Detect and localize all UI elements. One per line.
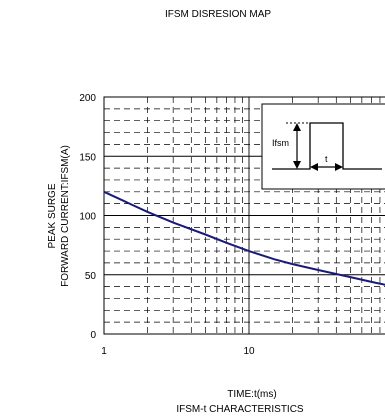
- x-tick-labels: 11010: [101, 346, 255, 357]
- plot-frame: [103, 96, 385, 335]
- y-tick-label: 100: [79, 212, 96, 223]
- t-arrow-right-icon: [335, 163, 343, 171]
- y-axis-label-line1: PEAK SURGE: [47, 183, 58, 248]
- inset-ifsm-label: Ifsm: [272, 138, 289, 148]
- chart-title: IFSM DISRESION MAP: [165, 9, 271, 20]
- y-tick-labels: 0 50 100 150 200: [79, 93, 96, 341]
- pulse-inset: Ifsm t: [261, 103, 385, 190]
- inset-box: [261, 103, 385, 190]
- y-axis-label-line2: FORWARD CURRENT:IFSM(A): [60, 145, 71, 287]
- t-arrow-left-icon: [310, 163, 318, 171]
- inset-t-label: t: [325, 154, 328, 164]
- y-tick-label: 150: [79, 152, 96, 163]
- ifsm-arrow-up-icon: [293, 123, 301, 131]
- y-tick-label: 0: [90, 330, 96, 341]
- y-tick-label: 200: [79, 93, 96, 104]
- series-line: [103, 190, 385, 286]
- pulse-waveform: [272, 122, 382, 170]
- x-axis-label: TIME:t(ms): [227, 389, 276, 400]
- y-tick-label: 50: [85, 271, 97, 282]
- x-tick-label: 10: [243, 346, 255, 357]
- chart-subtitle: IFSM-t CHARACTERISTICS: [176, 404, 304, 415]
- x-tick-label: 1: [101, 346, 107, 357]
- ifsm-arrow-down-icon: [293, 161, 301, 169]
